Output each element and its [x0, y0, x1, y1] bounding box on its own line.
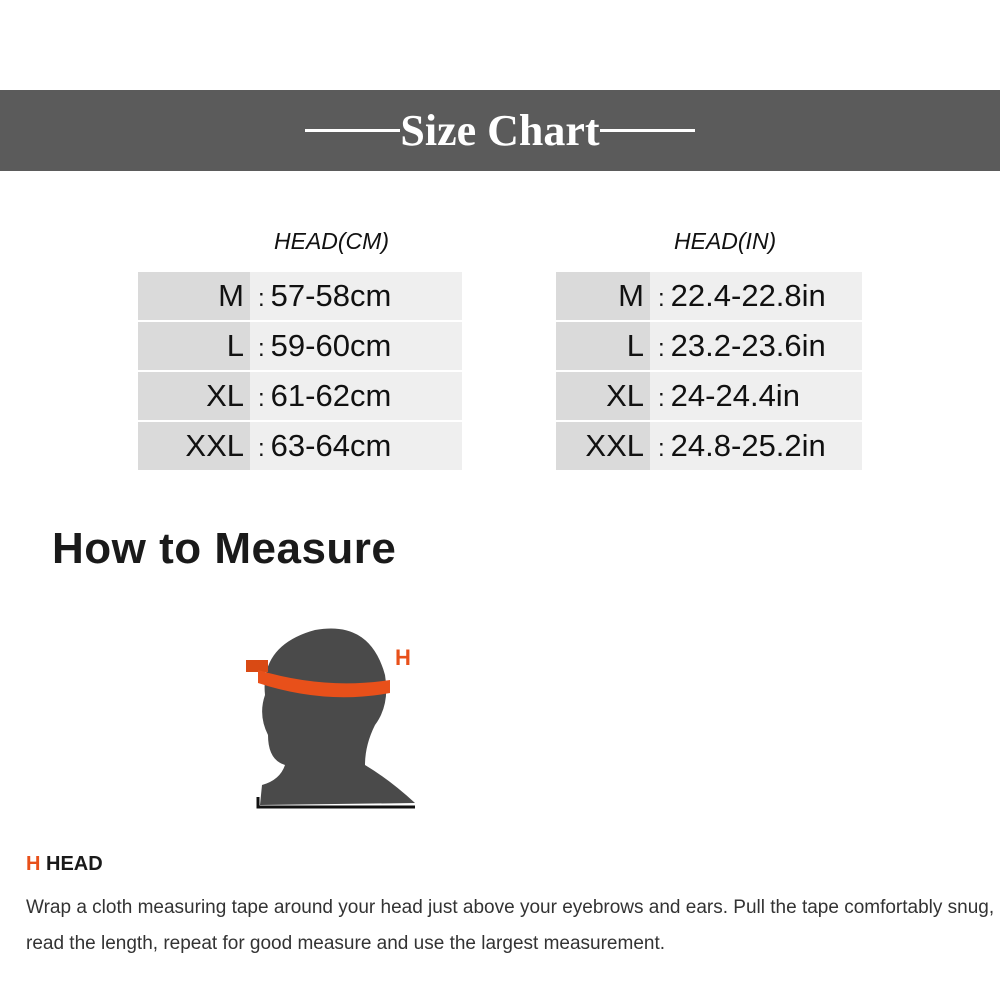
page-title: Size Chart — [400, 106, 600, 155]
separator: : — [258, 335, 265, 362]
size-measurement: :59-60cm — [250, 322, 462, 370]
in-column-header: HEAD(IN) — [674, 228, 777, 254]
measurement-value: 23.2-23.6in — [670, 328, 826, 363]
separator: : — [658, 285, 665, 312]
size-measurement: :61-62cm — [250, 372, 462, 420]
size-label: M — [138, 272, 250, 320]
separator: : — [658, 335, 665, 362]
separator: : — [658, 435, 665, 462]
in-size-table: M:22.4-22.8in L:23.2-23.6in XL:24-24.4in XX… — [556, 272, 862, 472]
separator: : — [258, 385, 265, 412]
measurement-value: 24-24.4in — [670, 378, 800, 413]
size-label: XXL — [138, 422, 250, 470]
size-row: XL:61-62cm — [138, 372, 462, 420]
cm-column-header: HEAD(CM) — [274, 228, 389, 254]
size-label: L — [138, 322, 250, 370]
size-label: L — [556, 322, 650, 370]
figure-label: H — [395, 645, 411, 670]
measurement-value: 22.4-22.8in — [670, 278, 826, 313]
title-rule-right — [599, 129, 695, 132]
title-banner: Size Chart — [0, 90, 1000, 171]
measurement-value: 59-60cm — [270, 328, 392, 363]
measure-instructions: Wrap a cloth measuring tape around your … — [26, 897, 995, 954]
title-rule-left — [305, 129, 401, 132]
size-measurement: :63-64cm — [250, 422, 462, 470]
separator: : — [658, 385, 665, 412]
size-row: XXL:24.8-25.2in — [556, 422, 862, 470]
measurement-value: 63-64cm — [270, 428, 392, 463]
size-row: L:23.2-23.6in — [556, 322, 862, 370]
size-label: XL — [138, 372, 250, 420]
size-label: XL — [556, 372, 650, 420]
section-letter: H — [26, 853, 41, 875]
size-row: M:22.4-22.8in — [556, 272, 862, 320]
size-measurement: :57-58cm — [250, 272, 462, 320]
size-row: L:59-60cm — [138, 322, 462, 370]
size-row: XXL:63-64cm — [138, 422, 462, 470]
cm-size-table: M:57-58cm L:59-60cm XL:61-62cm XXL:63-64cm — [138, 272, 462, 472]
head-measure-illustration: H — [240, 615, 420, 815]
size-measurement: :24.8-25.2in — [650, 422, 862, 470]
measurement-value: 57-58cm — [270, 278, 392, 313]
head-section-title: H HEAD — [26, 853, 103, 876]
measurement-value: 61-62cm — [270, 378, 392, 413]
size-row: XL:24-24.4in — [556, 372, 862, 420]
separator: : — [258, 285, 265, 312]
how-to-measure-title: How to Measure — [52, 524, 397, 573]
size-measurement: :22.4-22.8in — [650, 272, 862, 320]
size-label: M — [556, 272, 650, 320]
size-measurement: :24-24.4in — [650, 372, 862, 420]
size-row: M:57-58cm — [138, 272, 462, 320]
section-name: HEAD — [46, 853, 103, 875]
size-measurement: :23.2-23.6in — [650, 322, 862, 370]
size-label: XXL — [556, 422, 650, 470]
separator: : — [258, 435, 265, 462]
measurement-value: 24.8-25.2in — [670, 428, 826, 463]
